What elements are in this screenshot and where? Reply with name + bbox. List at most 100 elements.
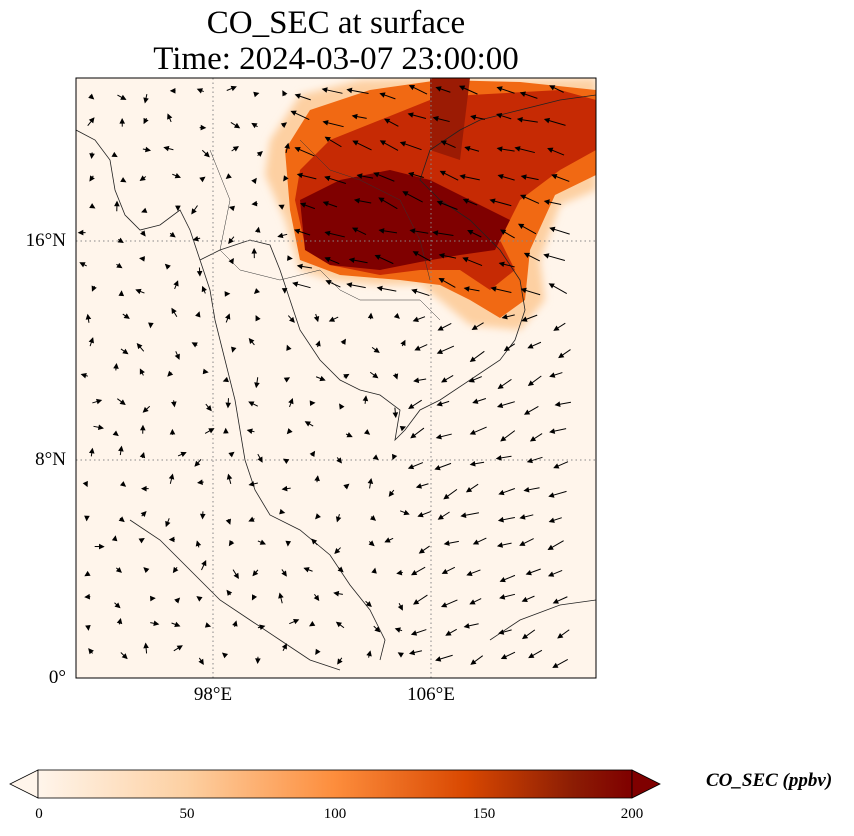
wind-vector-head	[499, 576, 506, 583]
wind-vector-head	[400, 339, 406, 346]
wind-vector-head	[463, 623, 470, 629]
wind-vector-head	[221, 652, 229, 659]
wind-vector-head	[414, 345, 421, 351]
wind-vector-head	[139, 452, 146, 459]
wind-vector-head	[372, 454, 379, 461]
wind-vector-head	[296, 172, 303, 179]
wind-vector-head	[337, 566, 344, 573]
wind-vector-head	[411, 288, 418, 295]
wind-vector-head	[120, 94, 127, 100]
wind-vector-head	[408, 403, 415, 409]
wind-vector-head	[116, 617, 123, 625]
wind-vector-head	[499, 594, 506, 600]
wind-vector-head	[552, 598, 559, 604]
wind-vector-head	[172, 566, 179, 574]
wind-vector-head	[315, 648, 321, 655]
wind-vector-head	[77, 229, 84, 236]
wind-vector-head	[257, 456, 263, 463]
wind-vector-head	[148, 322, 154, 329]
wind-vector-head	[228, 237, 234, 244]
wind-vector-head	[251, 122, 258, 129]
wind-vector-head	[496, 542, 504, 548]
lat-tick-8n: 8°N	[35, 449, 66, 470]
colorbar-tick: 150	[472, 806, 496, 822]
wind-vector-head	[445, 630, 452, 636]
wind-vector-head	[195, 540, 202, 547]
wind-vector-head	[553, 463, 560, 469]
wind-vector-head	[458, 85, 466, 91]
wind-vector-head	[343, 483, 350, 490]
wind-vector-head	[403, 509, 410, 516]
wind-vector-head	[285, 540, 292, 547]
wind-vector-head	[141, 207, 148, 213]
wind-vector-head	[469, 461, 476, 467]
wind-vector-head	[180, 451, 187, 457]
wind-vector-head	[408, 85, 416, 91]
wind-vector-head	[435, 656, 442, 662]
wind-vector-head	[407, 112, 414, 118]
wind-vector-head	[553, 325, 560, 331]
wind-vector-head	[199, 176, 206, 183]
wind-vector-head	[417, 512, 424, 518]
wind-vector-head	[311, 538, 318, 545]
colorbar-tick: 100	[323, 806, 347, 822]
wind-vector-head	[167, 370, 174, 377]
wind-vector-head	[436, 400, 443, 407]
wind-vector-head	[335, 621, 342, 628]
wind-vector-head	[254, 226, 261, 233]
wind-vector-head	[363, 429, 371, 435]
wind-vector-head	[523, 252, 531, 258]
wind-vector-head	[394, 627, 401, 633]
wind-vector-head	[248, 481, 255, 487]
wind-vector-head	[283, 175, 289, 182]
wind-vector-head	[118, 516, 125, 523]
wind-vector-head	[324, 230, 331, 237]
wind-vector-head	[500, 654, 508, 660]
wind-vector-head	[388, 490, 395, 497]
wind-vector-head	[527, 343, 534, 349]
wind-vector-head	[334, 548, 341, 554]
wind-vector-head	[413, 599, 420, 605]
wind-vector-head	[319, 375, 326, 382]
wind-vector-head	[441, 568, 448, 574]
wind-vector-head	[117, 237, 124, 243]
wind-vector-head	[469, 599, 476, 605]
wind-vector-head	[119, 481, 127, 487]
wind-vector-head	[472, 539, 480, 545]
wind-vector-head	[255, 315, 261, 322]
wind-vector-head	[520, 287, 527, 294]
wind-vector-head	[528, 652, 535, 659]
wind-vector-head	[228, 205, 235, 212]
wind-vector-head	[516, 116, 523, 123]
wind-vector-head	[519, 514, 526, 520]
wind-vector-head	[171, 401, 177, 408]
wind-vector-head	[281, 288, 288, 294]
wind-vector-head	[392, 412, 399, 419]
wind-vector-head	[200, 124, 207, 131]
wind-vector-head	[520, 174, 527, 180]
wind-vector-head	[232, 146, 239, 152]
wind-vector-head	[462, 257, 469, 263]
wind-vector-head	[251, 177, 257, 184]
wind-vector-head	[392, 453, 398, 461]
wind-vector-head	[371, 567, 377, 574]
colorbar-tick: 200	[620, 806, 644, 822]
wind-vector-head	[383, 118, 391, 124]
borders	[209, 139, 441, 321]
wind-vector-head	[440, 140, 447, 146]
wind-vector-head	[415, 483, 422, 489]
wind-vector-head	[465, 486, 473, 493]
wind-vector-head	[169, 428, 176, 435]
wind-vector-head	[196, 88, 203, 94]
wind-vector-head	[135, 288, 142, 295]
colorbar	[9, 769, 661, 799]
wind-vector-head	[489, 198, 496, 204]
wind-vector-head	[121, 653, 128, 660]
wind-vector-head	[286, 344, 292, 351]
wind-vector-head	[169, 87, 176, 94]
wind-vector-head	[123, 313, 130, 319]
wind-vector-head	[549, 226, 556, 233]
wind-vector-head	[232, 620, 238, 627]
wind-vector-head	[325, 279, 332, 286]
